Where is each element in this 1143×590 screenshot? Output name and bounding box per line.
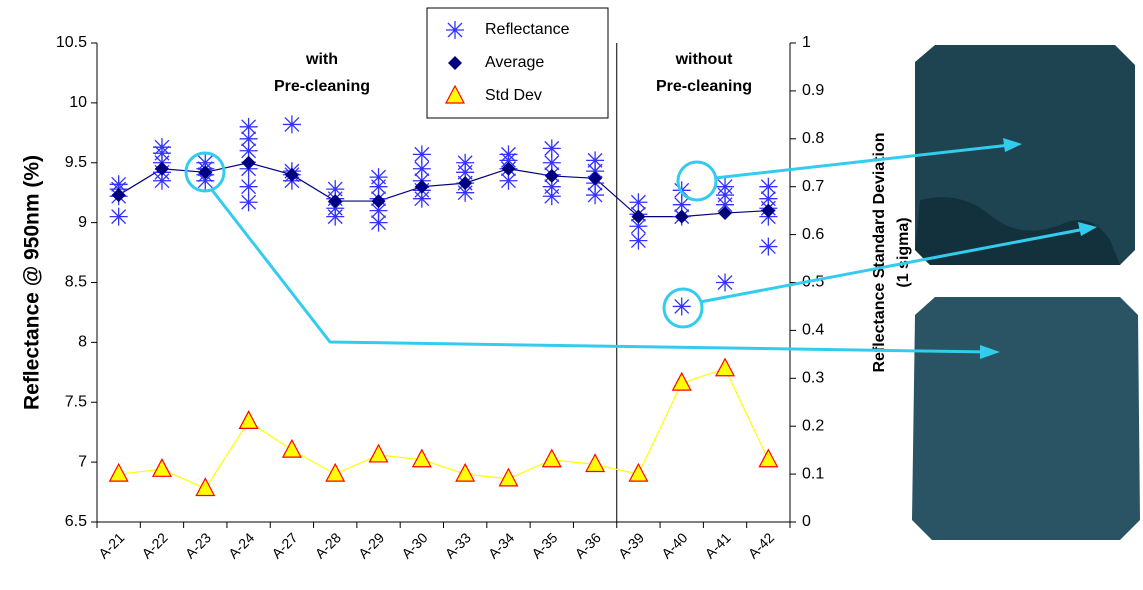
y-tick-label: 8.5 — [65, 274, 87, 291]
x-tick-label: A-23 — [182, 529, 214, 561]
x-tick-label: A-39 — [615, 529, 647, 561]
x-tick-label: A-34 — [485, 529, 517, 561]
y2-tick-label: 0 — [802, 513, 811, 530]
std-dev-point — [240, 411, 258, 428]
reflectance-point — [153, 138, 171, 156]
std-dev-point — [326, 464, 344, 481]
reflectance-point — [446, 21, 464, 39]
x-tick-label: A-24 — [225, 529, 257, 561]
photo-bottom — [912, 297, 1140, 540]
reflectance-point — [240, 178, 258, 196]
reflectance-point — [716, 274, 734, 292]
average-point — [761, 204, 775, 218]
reflectance-point — [586, 151, 604, 169]
x-tick-label: A-22 — [138, 529, 170, 561]
x-tick-label: A-42 — [745, 529, 777, 561]
x-tick-label: A-21 — [95, 529, 127, 561]
reflectance-point — [499, 145, 517, 163]
x-tick-label: A-29 — [355, 529, 387, 561]
average-point — [545, 169, 559, 183]
x-tick-label: A-30 — [398, 529, 430, 561]
y2-tick-label: 0.2 — [802, 417, 824, 434]
reflectance-point — [759, 178, 777, 196]
std-dev-point — [543, 450, 561, 467]
reflectance-point — [716, 178, 734, 196]
reflectance-point — [240, 193, 258, 211]
x-tick-label: A-40 — [658, 529, 690, 561]
std-dev-line — [119, 369, 769, 489]
y2-axis-title: (1 sigma) — [895, 217, 912, 287]
y-tick-label: 6.5 — [65, 513, 87, 530]
y-tick-label: 9 — [78, 214, 87, 231]
std-dev-point — [716, 359, 734, 376]
y-tick-label: 8 — [78, 334, 87, 351]
y2-tick-label: 0.6 — [802, 226, 824, 243]
x-tick-label: A-41 — [702, 529, 734, 561]
average-line — [119, 163, 769, 217]
std-dev-point — [110, 464, 128, 481]
average-point — [415, 180, 429, 194]
y-tick-label: 7.5 — [65, 393, 87, 410]
y2-tick-label: 0.1 — [802, 465, 824, 482]
y-tick-label: 7 — [78, 453, 87, 470]
reflectance-point — [370, 168, 388, 186]
y2-tick-label: 0.3 — [802, 370, 824, 387]
y2-tick-label: 1 — [802, 34, 811, 51]
y-tick-label: 10.5 — [56, 34, 87, 51]
y2-tick-label: 0.9 — [802, 82, 824, 99]
reflectance-point — [543, 139, 561, 157]
x-tick-label: A-35 — [528, 529, 560, 561]
average-point — [112, 188, 126, 202]
reflectance-point — [413, 145, 431, 163]
chart: 6.577.588.599.51010.500.10.20.30.40.50.6… — [0, 0, 1143, 585]
std-dev-point — [153, 459, 171, 476]
reflectance-point — [673, 297, 691, 315]
callout-circle — [678, 162, 716, 200]
y2-tick-label: 0.8 — [802, 130, 824, 147]
x-tick-label: A-27 — [268, 529, 300, 561]
y-tick-label: 10 — [69, 94, 87, 111]
reflectance-point — [110, 208, 128, 226]
average-point — [155, 162, 169, 176]
annotation: with — [305, 51, 338, 68]
std-dev-point — [370, 445, 388, 462]
annotation: without — [675, 51, 734, 68]
std-dev-point — [586, 455, 604, 472]
std-dev-point — [499, 469, 517, 486]
y2-axis-title: Reflectance Standard Deviation — [871, 132, 888, 372]
legend-label: Std Dev — [485, 87, 542, 104]
average-point — [718, 206, 732, 220]
reflectance-point — [759, 238, 777, 256]
reflectance-point — [283, 115, 301, 133]
std-dev-point — [759, 450, 777, 467]
reflectance-point — [456, 154, 474, 172]
legend-label: Average — [485, 54, 544, 71]
callout-line — [700, 229, 1085, 302]
std-dev-point — [413, 450, 431, 467]
x-tick-label: A-28 — [312, 529, 344, 561]
average-point — [328, 194, 342, 208]
x-tick-label: A-36 — [572, 529, 604, 561]
x-tick-label: A-33 — [442, 529, 474, 561]
annotation: Pre-cleaning — [274, 78, 370, 95]
std-dev-point — [283, 440, 301, 457]
y-tick-label: 9.5 — [65, 154, 87, 171]
y2-tick-label: 0.4 — [802, 322, 824, 339]
reflectance-point — [240, 118, 258, 136]
annotation: Pre-cleaning — [656, 78, 752, 95]
std-dev-point — [196, 478, 214, 495]
legend-marker — [446, 21, 464, 39]
y2-tick-label: 0.7 — [802, 178, 824, 195]
average-point — [242, 156, 256, 170]
y-axis-title: Reflectance @ 950nm (%) — [21, 155, 44, 410]
photo-top — [915, 45, 1135, 265]
reflectance-point — [629, 193, 647, 211]
legend-label: Reflectance — [485, 21, 570, 38]
